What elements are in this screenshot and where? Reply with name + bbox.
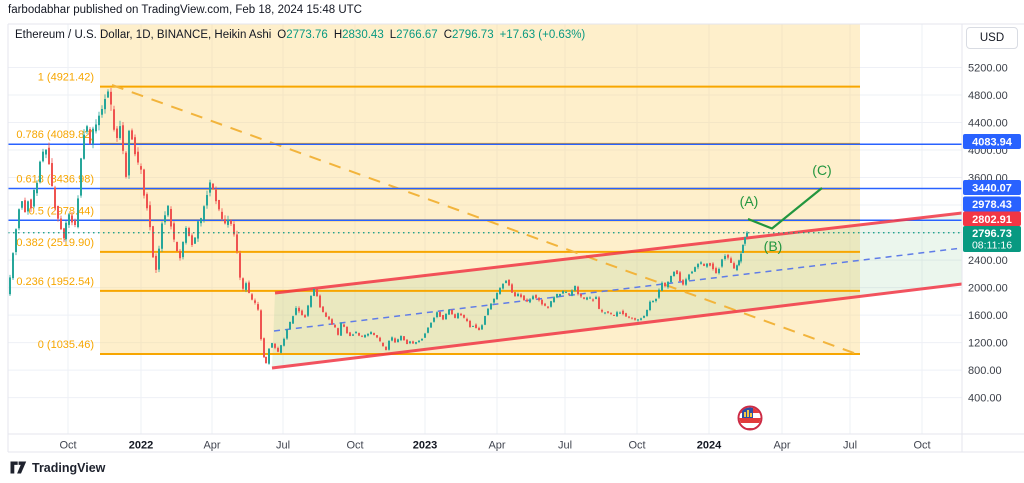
elliott-wave: (A) (B) (C) — [740, 162, 832, 254]
ohlc-values: O2773.76 H2830.43 L2766.67 C2796.73 +17.63 (… — [271, 29, 585, 41]
time-axis[interactable]: Oct 2022 Apr Jul Oct 2023 Apr Jul Oct 2024 Apr Jul O… — [59, 440, 930, 452]
fib-level-label: 1 (4921.42) — [38, 72, 94, 84]
axis-price-label — [963, 196, 1021, 212]
ohlc-value: 2796.73 — [452, 29, 494, 41]
price-tick: 2400.00 — [968, 255, 1008, 267]
time-tick: 2022 — [129, 440, 153, 452]
tradingview-logo-text: TradingView — [32, 460, 106, 475]
svg-text:2978.43: 2978.43 — [972, 199, 1012, 211]
chart-legend: Ethereum / U.S. Dollar, 1D, BINANCE, Hei… — [15, 29, 585, 41]
fib-level-label: 0.236 (1952.54) — [16, 276, 94, 288]
svg-text:3440.07: 3440.07 — [972, 183, 1012, 195]
axis-price-label — [963, 226, 1021, 252]
fib-level-label: 0.5 (2978.44) — [29, 205, 94, 217]
publisher-avatar-watermark — [737, 405, 763, 431]
fib-level-label: 0 (1035.46) — [38, 339, 94, 351]
horizontal-blue-lines — [8, 143, 962, 222]
tradingview-logo[interactable]: TradingView — [10, 460, 105, 475]
axis-price-label — [963, 180, 1021, 195]
trend-channel-lines — [271, 211, 963, 370]
price-tick: 4800.00 — [968, 90, 1008, 102]
ath-descending-trendline — [111, 84, 859, 356]
time-tick: Oct — [59, 440, 76, 452]
ohlc-letter: H — [333, 29, 343, 41]
bar-countdown: 08:11:16 — [972, 240, 1012, 252]
ohlc-value: 2773.76 — [286, 29, 328, 41]
time-tick: Oct — [346, 440, 363, 452]
tradingview-logo-icon — [10, 461, 27, 474]
fib-level-label: 0.786 (4089.82) — [16, 129, 94, 141]
time-tick: Apr — [203, 440, 220, 452]
svg-text:4083.94: 4083.94 — [972, 137, 1013, 149]
pane-borders — [7, 23, 1024, 453]
price-line-labels: 4083.94 3440.07 2978.43 2802.91 2796.7308:11… — [963, 134, 1021, 252]
price-tick: 5200.00 — [968, 62, 1008, 74]
ohlc-letter: C — [443, 29, 453, 41]
price-tick: 800.00 — [968, 365, 1002, 377]
time-tick: 2023 — [413, 440, 437, 452]
axis-price-label — [963, 134, 1021, 149]
svg-text:2802.91: 2802.91 — [972, 214, 1012, 226]
price-tick: 1600.00 — [968, 310, 1008, 322]
ohlc-value: 2830.43 — [342, 29, 384, 41]
change-value: +17.63 (+0.63%) — [499, 29, 586, 41]
fib-level-label: 0.382 (2519.90) — [16, 237, 94, 249]
wave-label: (A) — [740, 193, 759, 209]
wave-label: (B) — [764, 238, 783, 254]
axis-price-label — [963, 211, 1021, 226]
time-tick: 2024 — [697, 440, 722, 452]
symbol-title[interactable]: Ethereum / U.S. Dollar, 1D, BINANCE, Hei… — [15, 29, 272, 41]
time-tick: Apr — [773, 440, 790, 452]
time-tick: Apr — [488, 440, 505, 452]
wave-label: (C) — [812, 162, 831, 178]
price-tick: 4400.00 — [968, 117, 1008, 129]
currency-toggle-button[interactable]: USD — [966, 27, 1018, 49]
heikin-ashi-candles — [9, 88, 748, 365]
price-tick: 1200.00 — [968, 338, 1008, 350]
price-tick: 2000.00 — [968, 283, 1008, 295]
svg-text:2796.73: 2796.73 — [972, 228, 1012, 240]
gridlines — [8, 24, 962, 434]
time-tick: Jul — [843, 440, 857, 452]
ohlc-letter: O — [277, 29, 287, 41]
price-tick: 400.00 — [968, 393, 1002, 405]
attribution-text: farbodabhar published on TradingView.com… — [8, 4, 362, 16]
fib-level-label: 0.618 (3436.98) — [16, 174, 94, 186]
ohlc-value: 2766.67 — [396, 29, 438, 41]
time-tick: Oct — [628, 440, 645, 452]
time-tick: Jul — [276, 440, 290, 452]
time-tick: Jul — [558, 440, 572, 452]
time-tick: Oct — [913, 440, 930, 452]
ohlc-letter: L — [389, 29, 397, 41]
